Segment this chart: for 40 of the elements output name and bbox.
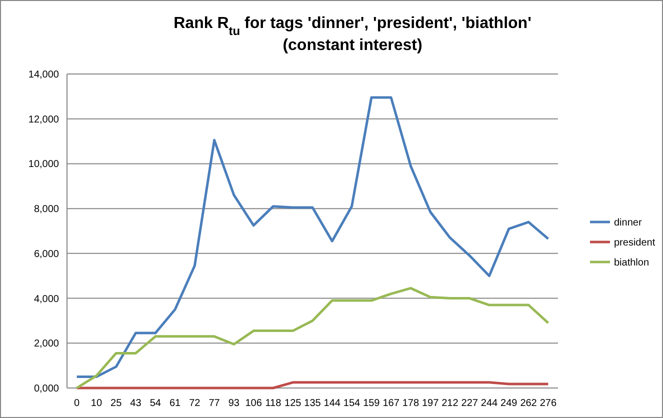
legend-label: president	[614, 238, 656, 248]
line-series	[76, 96, 550, 378]
x-tick-label: 159	[363, 398, 380, 409]
x-tick-label: 106	[245, 398, 262, 409]
y-tick-label: 0,000	[34, 384, 60, 394]
x-tick-label: 167	[382, 398, 400, 409]
y-tick-label: 10,000	[28, 159, 60, 170]
legend-label: biathlon	[614, 258, 650, 268]
y-tick-label: 12,000	[28, 114, 60, 126]
x-tick-label: 43	[130, 398, 142, 409]
x-tick-label: 178	[402, 398, 420, 409]
x-tick-label: 144	[324, 398, 341, 409]
y-tick-label: 14,000	[28, 70, 60, 80]
x-tick-label: 227	[461, 398, 478, 409]
x-tick-label: 77	[208, 398, 220, 409]
x-tick-label: 61	[169, 398, 182, 409]
x-tick-label: 262	[520, 398, 538, 409]
y-tick-label: 6,000	[34, 248, 60, 260]
x-tick-label: 154	[343, 398, 361, 409]
x-tick-label: 197	[422, 398, 440, 409]
y-tick-label: 4,000	[34, 294, 60, 305]
x-tick-label: 249	[500, 398, 518, 409]
legend-label: dinner	[614, 218, 642, 228]
y-tick-label: 2,000	[34, 338, 60, 350]
chart-title: Rank R$_{tu}$ for tags 'dinner', 'president', 'biathlon'	[174, 15, 532, 38]
x-tick-label: 0	[74, 398, 80, 409]
chart-subtitle: (constant interest)	[282, 37, 422, 54]
x-tick-label: 125	[284, 398, 302, 409]
y-tick-label: 8,000	[34, 204, 60, 216]
x-tick-label: 276	[540, 398, 557, 409]
x-tick-label: 93	[228, 398, 240, 409]
x-tick-label: 25	[110, 398, 122, 409]
x-tick-label: 135	[304, 398, 322, 409]
line-series	[76, 286, 550, 390]
x-tick-label: 10	[90, 398, 102, 409]
x-tick-label: 244	[480, 398, 498, 409]
x-tick-label: 72	[189, 398, 201, 409]
x-tick-label: 212	[442, 398, 459, 409]
x-tick-label: 118	[265, 398, 282, 409]
x-tick-label: 54	[150, 398, 162, 409]
